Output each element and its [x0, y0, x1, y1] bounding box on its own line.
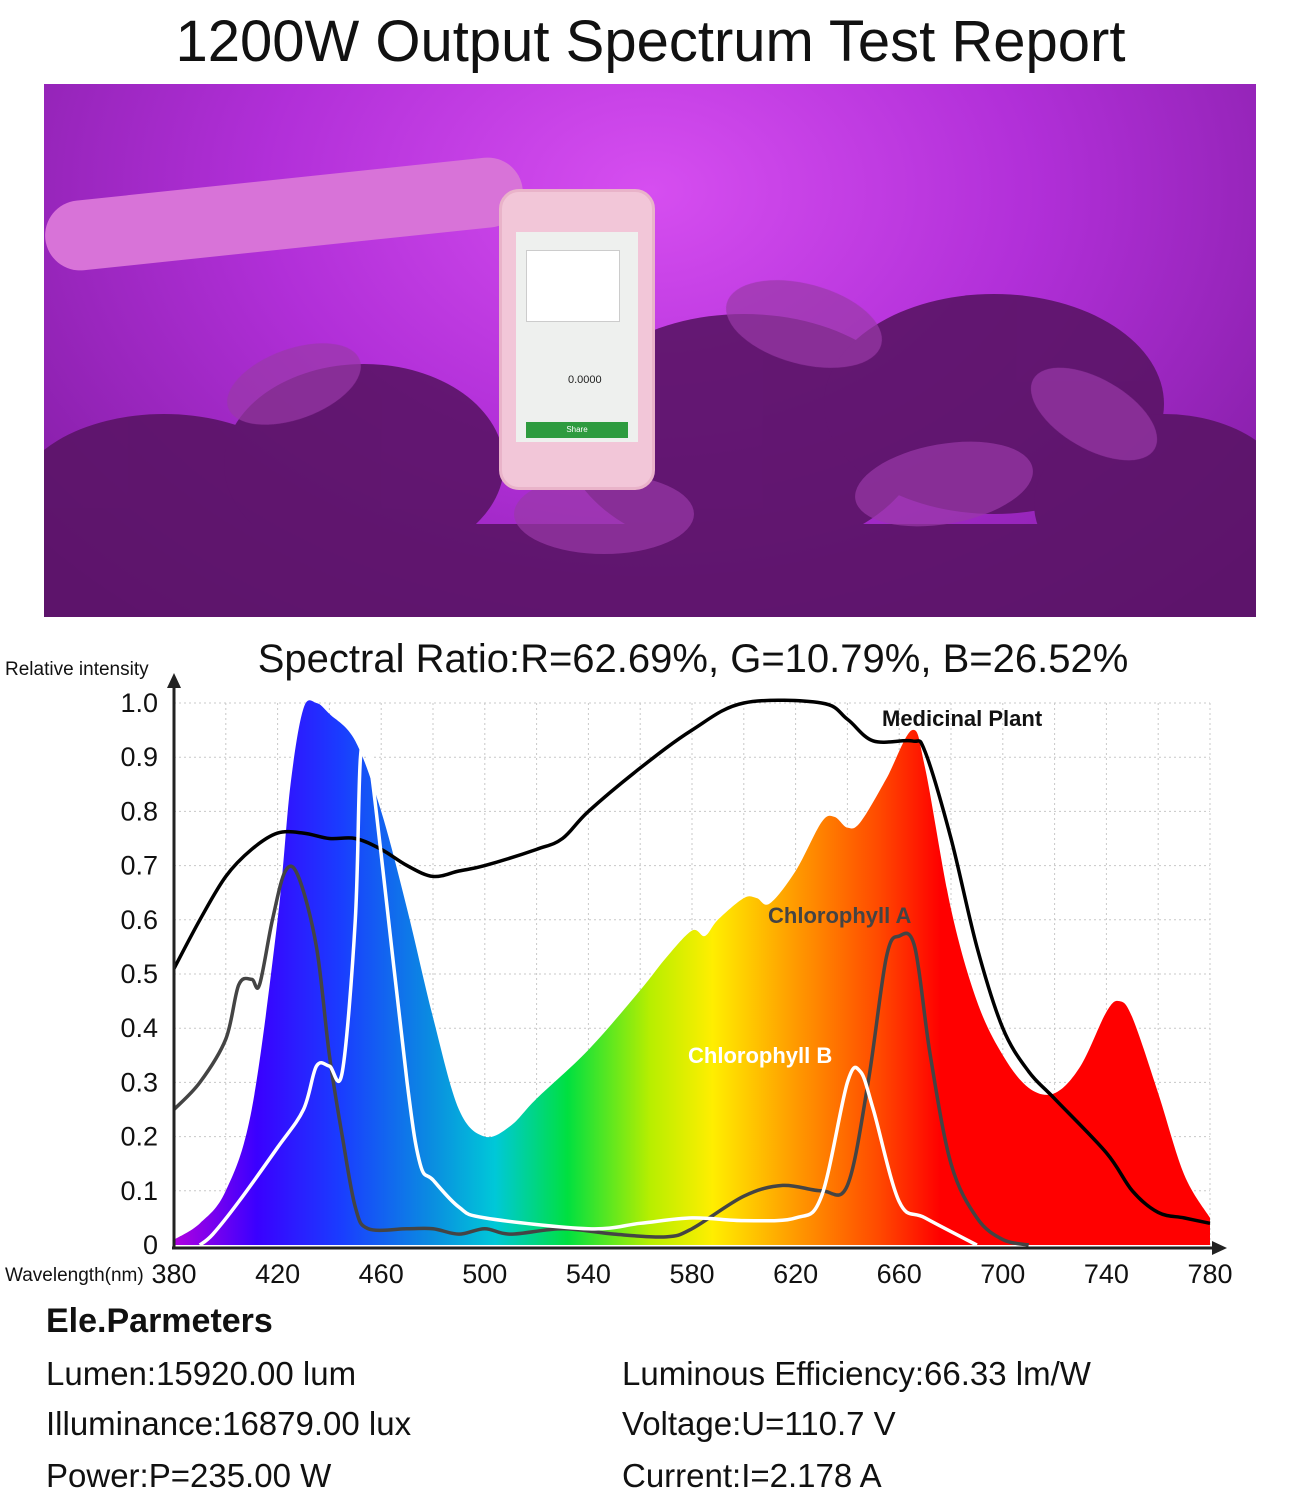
page-title: 1200W Output Spectrum Test Report: [175, 9, 1126, 74]
x-tick-label: 700: [980, 1259, 1025, 1289]
y-axis-arrow-icon: [167, 673, 181, 688]
series-chlorophyll-b: [198, 736, 978, 1247]
axes: [167, 673, 1227, 1255]
annotation-chlorophyll-a: Chlorophyll A: [768, 903, 912, 928]
param-illuminance: Illuminance:16879.00 lux: [46, 1405, 412, 1442]
annotation-chlorophyll-b: Chlorophyll B: [688, 1043, 832, 1068]
y-tick-label: 0.9: [120, 742, 158, 772]
y-tick-label: 0.4: [120, 1013, 158, 1043]
smartphone: 0.0000 Share: [499, 189, 655, 490]
x-tick-label: 740: [1084, 1259, 1129, 1289]
param-lumen: Lumen:15920.00 lum: [46, 1355, 357, 1392]
x-axis-arrow-icon: [1212, 1241, 1227, 1255]
y-tick-label: 0: [143, 1230, 158, 1260]
x-tick-label: 780: [1187, 1259, 1232, 1289]
y-tick-label: 0.2: [120, 1122, 158, 1152]
phone-spectrum-plot: [526, 250, 620, 322]
x-tick-label: 460: [359, 1259, 404, 1289]
chart-title: Spectral Ratio:R=62.69%, G=10.79%, B=26.…: [258, 637, 1129, 681]
x-tick-label: 620: [773, 1259, 818, 1289]
annotation-medicinal-plant: Medicinal Plant: [882, 706, 1043, 731]
phone-value: 0.0000: [568, 374, 602, 386]
x-tick-label: 500: [462, 1259, 507, 1289]
param-luminous-efficiency: Luminous Efficiency:66.33 lm/W: [622, 1355, 1091, 1392]
y-tick-label: 0.3: [120, 1067, 158, 1097]
x-axis-label: Wavelength(nm): [5, 1265, 144, 1286]
x-tick-label: 540: [566, 1259, 611, 1289]
series-spectrum-area: [174, 700, 1210, 1245]
phone-screen: 0.0000 Share: [516, 232, 638, 442]
x-tick-label: 660: [877, 1259, 922, 1289]
param-power: Power:P=235.00 W: [46, 1457, 332, 1494]
y-tick-label: 0.7: [120, 851, 158, 881]
series-chlorophyll-a: [172, 864, 1030, 1247]
y-axis-label: Relative intensity: [5, 659, 149, 680]
param-current: Current:I=2.178 A: [622, 1457, 882, 1494]
x-tick-label: 580: [669, 1259, 714, 1289]
y-tick-label: 0.5: [120, 959, 158, 989]
y-tick-label: 0.6: [120, 905, 158, 935]
phone-share-button: Share: [526, 422, 628, 438]
y-tick-label: 0.1: [120, 1176, 158, 1206]
product-photo: 0.0000 Share: [44, 84, 1256, 617]
y-tick-label: 0.8: [120, 796, 158, 826]
parameters-heading: Ele.Parmeters: [46, 1302, 273, 1340]
x-tick-label: 420: [255, 1259, 300, 1289]
series-medicinal-plant: [172, 698, 1211, 1226]
y-tick-label: 1.0: [120, 688, 158, 718]
param-voltage: Voltage:U=110.7 V: [622, 1405, 896, 1442]
x-tick-label: 380: [151, 1259, 196, 1289]
